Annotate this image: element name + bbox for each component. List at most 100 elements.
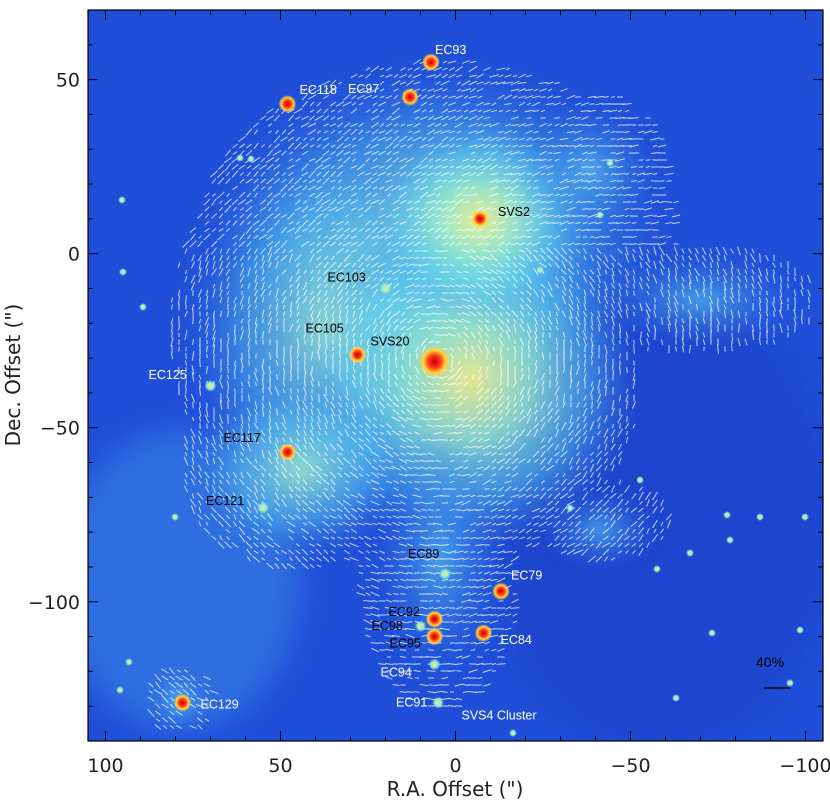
polarization-vector [666, 302, 672, 312]
polarization-vector [350, 513, 358, 521]
polarization-vector [330, 171, 336, 177]
polarization-vector [646, 528, 650, 534]
polarization-vector [365, 172, 371, 176]
polarization-vector [464, 346, 468, 352]
polarization-vector [520, 394, 524, 402]
polarization-vector [448, 179, 456, 183]
polarization-vector [245, 512, 253, 522]
polarization-vector [519, 409, 525, 415]
polarization-vector [343, 506, 351, 514]
polarization-vector [351, 151, 357, 155]
polarization-vector [744, 317, 748, 325]
polarization-vector [217, 541, 225, 549]
polarization-vector [512, 535, 518, 541]
polarization-vector [421, 137, 427, 141]
polarization-vector [440, 529, 450, 533]
polarization-vector [276, 353, 278, 359]
polarization-vector [388, 358, 390, 368]
polarization-vector [801, 317, 803, 325]
polarization-vector [335, 247, 345, 255]
polarization-vector [345, 358, 349, 368]
polarization-vector [539, 165, 547, 169]
polarization-vector [261, 281, 265, 291]
polarization-vector [603, 254, 609, 262]
polarization-vector [603, 451, 609, 457]
polarization-vector [638, 548, 644, 556]
polarization-vector [541, 296, 545, 304]
polarization-vector [328, 234, 338, 240]
polarization-vector [268, 304, 272, 310]
polarization-vector [496, 228, 506, 232]
polarization-vector [547, 316, 553, 326]
polarization-vector [519, 386, 525, 396]
polarization-vector [518, 493, 526, 499]
polarization-vector [406, 403, 414, 407]
polarization-vector [597, 289, 601, 297]
polarization-vector [625, 500, 629, 506]
polarization-vector [247, 318, 251, 324]
axis-ticks [88, 10, 823, 741]
polarization-vector [260, 528, 266, 534]
polarization-vector [582, 310, 588, 318]
polarization-vector [330, 150, 336, 156]
polarization-vector [491, 102, 497, 106]
polarization-vector [526, 179, 532, 183]
polarization-vector [625, 394, 629, 402]
polarization-vector [490, 109, 498, 113]
polarization-vector [597, 296, 601, 304]
polarization-vector [484, 620, 490, 624]
polarization-vector [464, 352, 468, 360]
polarization-vector [371, 283, 379, 289]
polarization-vector [554, 82, 560, 84]
polarization-vector [357, 163, 365, 171]
polarization-vector [580, 172, 590, 176]
polarization-vector [358, 452, 364, 456]
polarization-vector [521, 360, 523, 366]
field-star [139, 303, 147, 311]
polarization-vector [554, 535, 560, 541]
polarization-vector [518, 442, 526, 452]
polarization-vector [324, 317, 328, 325]
polarization-vector [434, 655, 442, 659]
polarization-vector [358, 465, 364, 471]
polarization-vector [266, 227, 274, 233]
polarization-vector [498, 465, 504, 471]
polarization-vector [455, 291, 463, 295]
polarization-vector [412, 424, 422, 428]
polarization-vector [371, 234, 379, 240]
polarization-vector [447, 109, 457, 113]
polarization-vector [609, 492, 617, 500]
polarization-vector [391, 310, 401, 318]
polarization-vector [325, 353, 327, 359]
polarization-vector [247, 221, 251, 225]
polarization-vector [433, 164, 443, 170]
polarization-vector [337, 402, 343, 408]
polarization-vector [260, 157, 266, 163]
polarization-vector [358, 565, 364, 567]
polarization-vector [674, 323, 678, 333]
polarization-vector [371, 178, 379, 184]
polarization-vector [386, 480, 392, 484]
polarization-vector [371, 122, 379, 128]
polarization-vector [519, 304, 525, 310]
polarization-vector [547, 193, 553, 197]
polarization-vector [282, 311, 286, 317]
polarization-vector [548, 325, 552, 331]
polarization-vector [184, 275, 188, 283]
polarization-vector [454, 115, 464, 121]
polarization-vector [434, 66, 442, 72]
polarization-vector [302, 213, 308, 219]
source-label: EC84 [501, 633, 532, 647]
polarization-vector [385, 136, 393, 142]
polarization-vector [224, 541, 232, 549]
polarization-vector [365, 550, 371, 554]
polarization-vector [324, 402, 328, 408]
polarization-vector [491, 401, 497, 409]
polarization-vector [482, 613, 492, 617]
polarization-vector [219, 254, 223, 262]
polarization-vector [497, 543, 505, 547]
polarization-vector [338, 373, 342, 381]
polarization-vector [533, 131, 539, 133]
polarization-vector [427, 227, 435, 233]
polarization-vector [482, 500, 492, 506]
